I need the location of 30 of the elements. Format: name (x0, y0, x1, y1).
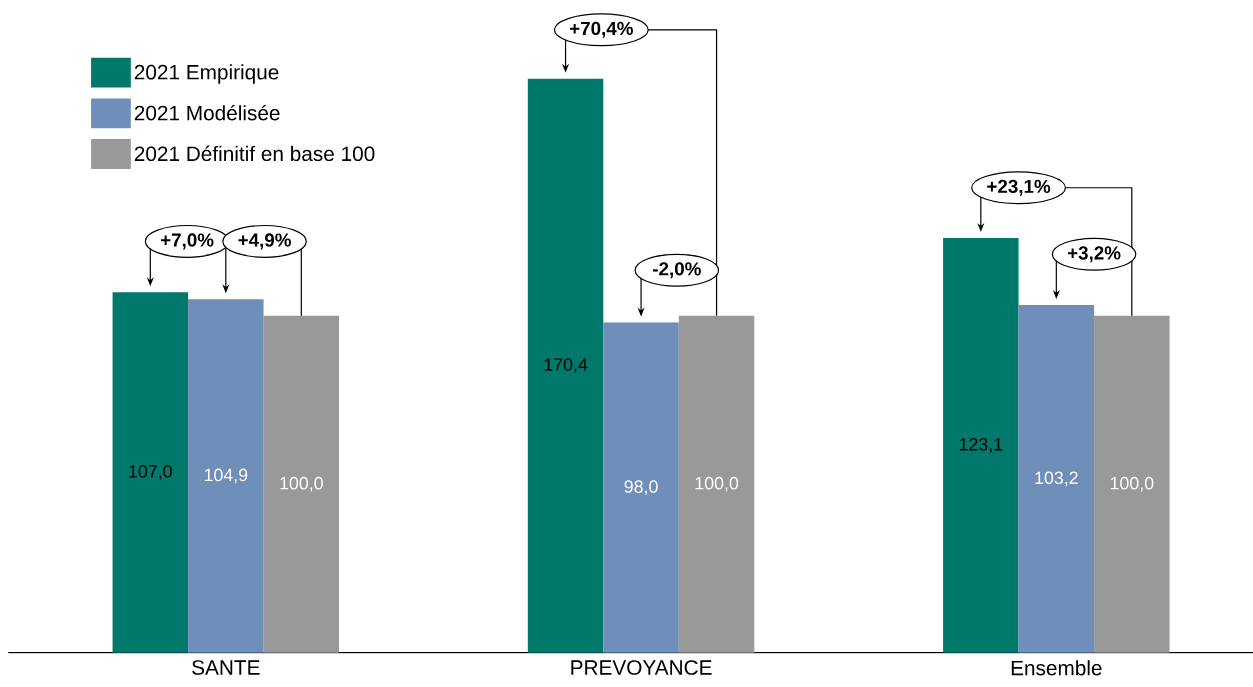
bar (188, 299, 264, 653)
data-label: 107,0 (129, 464, 172, 480)
data-label: 100,0 (695, 476, 739, 492)
x-tick-label: Ensemble (1011, 659, 1102, 676)
data-label: 104,9 (204, 468, 248, 484)
data-label: 170,4 (544, 358, 588, 373)
annotation: +4,9% (238, 233, 291, 250)
text: +70,4% (569, 21, 633, 38)
data-label: 100,0 (1110, 476, 1154, 492)
annotation: +3,2% (1067, 246, 1121, 263)
bar (678, 315, 755, 653)
data-label: 100,0 (280, 476, 323, 492)
legend-label: 2021 Empirique (134, 64, 279, 84)
legend-label: 2021 Modélisée (134, 104, 280, 121)
x-tick-label: PREVOYANCE (571, 659, 712, 675)
annotation: -2,0% (653, 261, 701, 278)
bar (1094, 315, 1170, 653)
bar (1018, 304, 1095, 653)
legend-label: 2021 Définitif en base 100 (134, 145, 375, 161)
data-label: 103,2 (1035, 471, 1078, 486)
bar (943, 237, 1019, 653)
annotation: +23,1% (987, 179, 1051, 196)
x-tick-label: SANTE (192, 659, 260, 675)
bar (263, 315, 340, 653)
bar (603, 322, 679, 653)
bar (112, 291, 189, 653)
annotation: +7,0% (160, 233, 214, 250)
data-label: 123,1 (959, 437, 1003, 453)
bar (527, 78, 604, 653)
data-label: 98,0 (624, 480, 658, 495)
